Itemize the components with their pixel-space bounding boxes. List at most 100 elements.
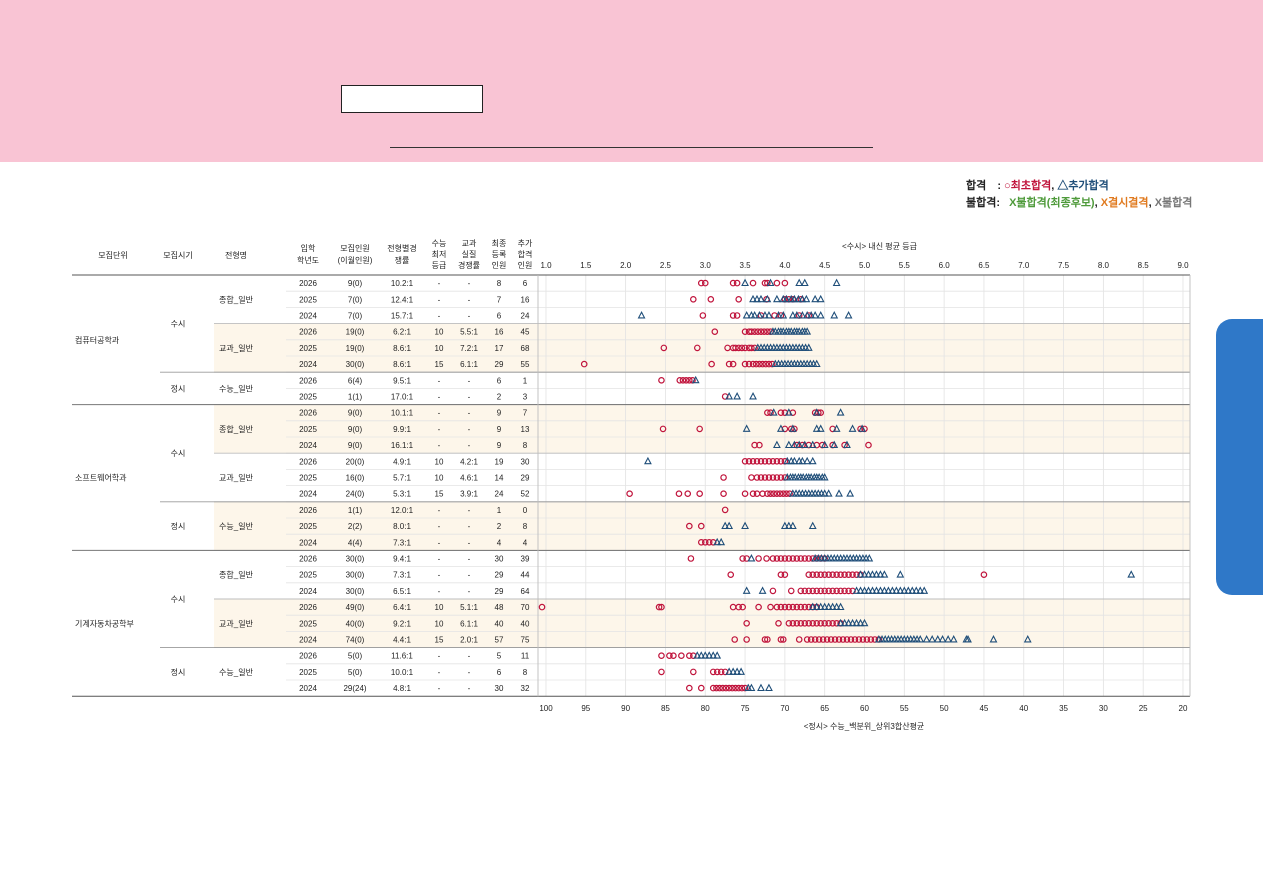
top-tick-label: 8.0 bbox=[1098, 261, 1110, 270]
first-pass-marker bbox=[658, 652, 665, 660]
first-pass-marker bbox=[739, 603, 746, 611]
first-pass-marker bbox=[713, 684, 720, 692]
cell-practical: 7.2:1 bbox=[460, 344, 478, 353]
extra-pass-marker bbox=[938, 635, 947, 643]
extra-pass-marker bbox=[800, 440, 809, 449]
bottom-tick-label: 35 bbox=[1059, 704, 1068, 713]
cell-year: 2024 bbox=[299, 684, 317, 693]
top-tick-label: 7.0 bbox=[1018, 261, 1030, 270]
first-pass-marker bbox=[751, 441, 758, 449]
period-name: 정시 bbox=[171, 667, 186, 677]
extra-pass-marker bbox=[843, 440, 851, 449]
cell-quota: 5(0) bbox=[348, 652, 363, 661]
period-name: 정시 bbox=[171, 383, 186, 393]
first-pass-marker bbox=[727, 571, 735, 579]
cell-extra: 0 bbox=[523, 506, 528, 515]
extra-pass-marker bbox=[916, 586, 925, 594]
first-pass-marker bbox=[779, 490, 787, 498]
top-tick-label: 6.5 bbox=[978, 261, 990, 270]
cell-practical: 4.6:1 bbox=[460, 474, 478, 483]
cell-year: 2025 bbox=[299, 668, 317, 677]
extra-pass-marker bbox=[713, 537, 722, 546]
extra-pass-marker bbox=[747, 683, 756, 692]
extra-pass-marker bbox=[798, 294, 807, 303]
cell-practical: - bbox=[468, 441, 471, 450]
first-pass-marker bbox=[735, 684, 742, 692]
first-pass-marker bbox=[708, 360, 715, 368]
first-pass-marker bbox=[761, 279, 769, 287]
first-pass-marker bbox=[849, 571, 856, 579]
cell-extra: 3 bbox=[523, 393, 528, 402]
extra-pass-marker bbox=[725, 521, 734, 530]
extra-pass-marker bbox=[701, 651, 710, 659]
header-final: 인원 bbox=[492, 260, 507, 270]
cell-practical: 6.1:1 bbox=[460, 360, 478, 369]
first-pass-marker bbox=[682, 376, 690, 384]
extra-pass-marker bbox=[892, 586, 901, 594]
cell-quota: 6(4) bbox=[348, 376, 363, 385]
banner-underline bbox=[390, 147, 873, 148]
extra-pass-marker bbox=[820, 489, 829, 497]
first-pass-symbol: ○ bbox=[1004, 180, 1011, 192]
extra-pass-marker bbox=[832, 278, 841, 287]
extra-pass-marker bbox=[836, 618, 845, 627]
extra-pass-marker bbox=[964, 635, 972, 643]
cell-min: 10 bbox=[435, 603, 444, 612]
first-pass-marker bbox=[755, 603, 762, 611]
extra-pass-marker bbox=[788, 311, 797, 319]
extra-pass-marker bbox=[741, 278, 749, 287]
bottom-tick-label: 90 bbox=[621, 704, 630, 713]
first-pass-marker bbox=[764, 636, 771, 643]
extra-pass-marker bbox=[794, 294, 803, 303]
first-pass-marker bbox=[776, 490, 784, 498]
extra-pass-marker bbox=[788, 521, 797, 530]
unit-name: 소프트웨어학과 bbox=[75, 473, 127, 483]
cell-practical: - bbox=[468, 668, 471, 677]
extra-pass-marker bbox=[790, 456, 799, 465]
legend-fail-other: X불합격 bbox=[1154, 197, 1193, 209]
first-pass-marker bbox=[697, 684, 705, 692]
first-pass-marker bbox=[755, 555, 762, 562]
first-pass-marker bbox=[696, 425, 703, 433]
cell-quota: 24(0) bbox=[346, 490, 365, 499]
first-pass-marker bbox=[701, 279, 709, 287]
extra-pass-marker bbox=[860, 570, 869, 578]
first-pass-marker bbox=[809, 619, 817, 627]
cell-practical: - bbox=[468, 425, 471, 434]
extra-pass-marker bbox=[816, 311, 825, 319]
extra-pass-marker bbox=[755, 311, 764, 319]
legend-comma: , bbox=[1051, 180, 1055, 192]
extra-pass-marker bbox=[749, 294, 757, 303]
first-pass-marker bbox=[701, 538, 709, 546]
first-pass-marker bbox=[748, 328, 755, 336]
first-pass-marker bbox=[749, 457, 757, 465]
first-pass-marker bbox=[773, 279, 781, 287]
first-pass-marker bbox=[841, 571, 848, 579]
first-pass-marker bbox=[777, 457, 785, 465]
period-name: 정시 bbox=[171, 521, 186, 531]
first-pass-marker bbox=[829, 571, 836, 579]
side-tab[interactable] bbox=[1216, 319, 1263, 595]
cell-final: 6 bbox=[497, 376, 502, 385]
extra-pass-marker bbox=[812, 424, 821, 432]
extra-pass-marker bbox=[790, 440, 799, 449]
first-pass-marker bbox=[777, 409, 785, 417]
extra-pass-marker bbox=[860, 586, 869, 594]
first-pass-marker bbox=[741, 490, 749, 498]
extra-pass-marker bbox=[835, 489, 843, 497]
cell-ratio: 4.8:1 bbox=[393, 684, 411, 693]
first-pass-marker bbox=[722, 684, 730, 692]
cell-quota: 74(0) bbox=[346, 636, 365, 645]
header-period: 모집시기 bbox=[163, 250, 192, 260]
cell-ratio: 7.3:1 bbox=[393, 571, 411, 580]
first-pass-marker bbox=[787, 587, 795, 595]
extra-pass-marker bbox=[765, 311, 773, 319]
first-pass-marker bbox=[867, 636, 875, 643]
cell-year: 2025 bbox=[299, 393, 317, 402]
first-pass-marker bbox=[793, 555, 801, 562]
unit-name: 컴퓨터공학과 bbox=[75, 335, 120, 345]
first-pass-marker bbox=[777, 603, 785, 611]
header-quota: (이월인원) bbox=[338, 255, 373, 265]
header-min: 최저 bbox=[432, 249, 447, 259]
first-pass-marker bbox=[741, 360, 749, 368]
